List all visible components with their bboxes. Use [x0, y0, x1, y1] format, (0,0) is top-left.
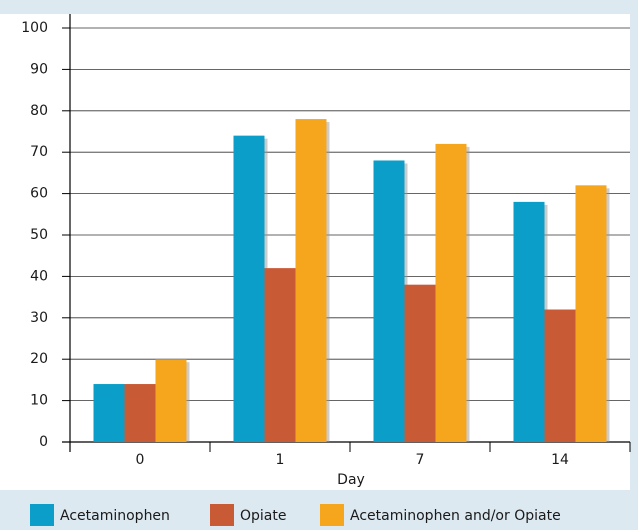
- y-tick-label: 0: [39, 434, 48, 450]
- x-tick-label: 1: [276, 452, 285, 468]
- x-axis-label: Day: [337, 472, 365, 488]
- y-tick-label: 40: [30, 268, 48, 284]
- y-tick-label: 70: [30, 144, 48, 160]
- y-tick-label: 100: [21, 20, 48, 36]
- legend-label: Acetaminophen and/or Opiate: [350, 508, 561, 524]
- x-tick-label: 0: [136, 452, 145, 468]
- bar: [373, 160, 405, 443]
- bar: [544, 309, 576, 442]
- y-tick-label: 50: [30, 227, 48, 243]
- legend-swatch: [210, 504, 234, 526]
- bar: [513, 201, 545, 442]
- y-tick-label: 90: [30, 61, 48, 77]
- bar: [264, 268, 296, 442]
- y-tick-label: 80: [30, 103, 48, 119]
- bar: [124, 384, 156, 442]
- bar: [295, 119, 327, 442]
- bar: [575, 185, 607, 442]
- x-tick-label: 14: [551, 452, 569, 468]
- y-tick-label: 30: [30, 310, 48, 326]
- legend-swatch: [320, 504, 344, 526]
- legend-label: Opiate: [240, 508, 286, 524]
- legend-label: Acetaminophen: [60, 508, 170, 524]
- bar: [233, 135, 265, 442]
- bar: [155, 359, 187, 442]
- y-tick-label: 20: [30, 351, 48, 367]
- x-tick-label: 7: [416, 452, 425, 468]
- y-tick-label: 60: [30, 186, 48, 202]
- bar: [93, 384, 125, 442]
- bar: [435, 143, 467, 443]
- bar: [404, 284, 436, 442]
- y-tick-label: 10: [30, 393, 48, 409]
- legend-swatch: [30, 504, 54, 526]
